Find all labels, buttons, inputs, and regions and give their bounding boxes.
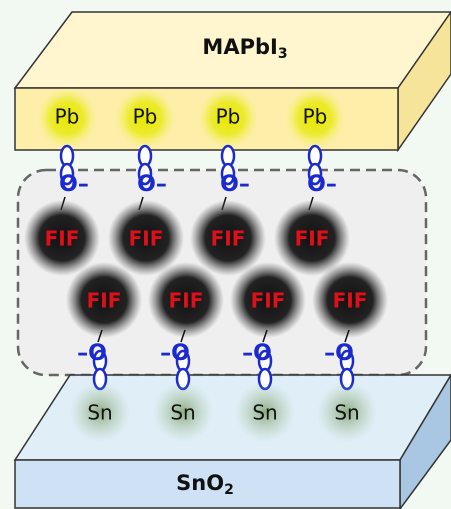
- pb-glow: [285, 88, 345, 148]
- fif-label: FIF: [169, 289, 204, 313]
- orbital-lobe: [307, 162, 323, 186]
- sn-label: Sn: [334, 401, 359, 425]
- atoms: Pb O– Pb O– Pb O– Pb O– FIF FIF FIF FIF FIF FIF FIF FIF…: [24, 88, 388, 442]
- fif-sphere: [108, 200, 184, 276]
- oxygen-label: O–: [220, 172, 250, 197]
- orbital-lobe: [137, 162, 153, 186]
- orbital-lobe: [220, 162, 236, 186]
- pb-glow: [37, 88, 97, 148]
- sn-glow: [317, 382, 377, 442]
- fif-sphere: [190, 200, 266, 276]
- sn-label: Sn: [87, 401, 112, 425]
- sn-glow: [235, 382, 295, 442]
- sn-glow: [70, 382, 130, 442]
- oxygen-label: O–: [137, 172, 167, 197]
- layer-name: MAPbI: [202, 35, 277, 59]
- fif-label: FIF: [211, 227, 246, 251]
- bond: [97, 329, 103, 343]
- oxygen-label: O–: [307, 172, 337, 197]
- fif-sphere: [274, 200, 350, 276]
- fif-sphere: [230, 262, 306, 338]
- sn-label: Sn: [170, 401, 195, 425]
- oxygen-label: –O: [324, 341, 354, 366]
- fif-label: FIF: [87, 289, 122, 313]
- pb-glow: [198, 88, 258, 148]
- pb-label: Pb: [303, 105, 328, 129]
- bottom-layer-label: SnO2: [176, 471, 234, 498]
- pb-label: Pb: [55, 105, 80, 129]
- oxygen-label: –O: [160, 341, 190, 366]
- fif-sphere: [148, 262, 224, 338]
- fif-sphere: [66, 262, 142, 338]
- oxygen-label: –O: [242, 341, 272, 366]
- fif-label: FIF: [129, 227, 164, 251]
- bond: [262, 329, 268, 343]
- pb-label: Pb: [133, 105, 158, 129]
- fif-label: FIF: [295, 227, 330, 251]
- layer-name: SnO: [176, 471, 224, 495]
- orbital-lobe: [59, 162, 75, 186]
- pb-glow: [115, 88, 175, 148]
- fif-label: FIF: [251, 289, 286, 313]
- bond: [180, 329, 186, 343]
- fif-sphere: [24, 200, 100, 276]
- oxygen-label: O–: [59, 172, 89, 197]
- pb-label: Pb: [216, 105, 241, 129]
- fif-sphere: [312, 262, 388, 338]
- sn-label: Sn: [252, 401, 277, 425]
- bond: [344, 329, 350, 343]
- sn-glow: [153, 382, 213, 442]
- oxygen-label: –O: [77, 341, 107, 366]
- bottom-slab-front: [14, 459, 401, 509]
- top-layer-label: MAPbI3: [202, 35, 287, 62]
- layer-subscript: 2: [224, 482, 234, 498]
- layer-subscript: 3: [278, 46, 288, 62]
- fif-label: FIF: [45, 227, 80, 251]
- fif-label: FIF: [333, 289, 368, 313]
